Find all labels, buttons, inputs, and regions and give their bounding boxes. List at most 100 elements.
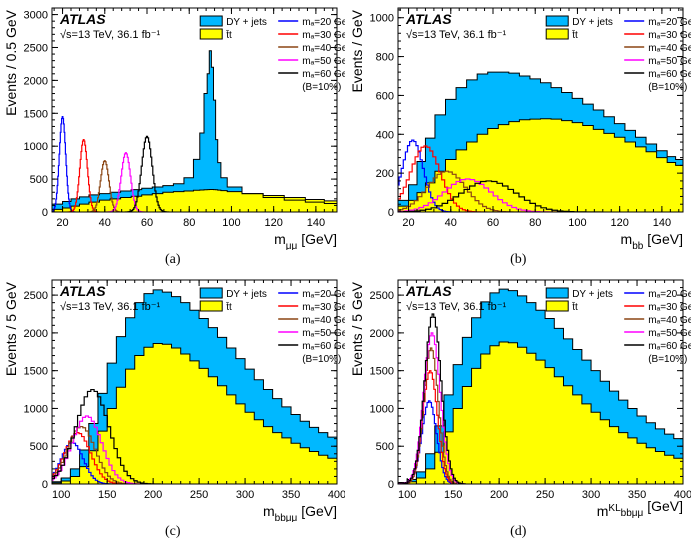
svg-text:mₐ=50 GeV: mₐ=50 GeV xyxy=(648,328,691,339)
svg-text:Events / 5 GeV: Events / 5 GeV xyxy=(349,281,365,376)
svg-text:500: 500 xyxy=(375,441,393,453)
svg-text:800: 800 xyxy=(375,52,393,64)
svg-text:120: 120 xyxy=(264,217,282,229)
svg-text:DY + jets: DY + jets xyxy=(226,17,267,28)
svg-text:2500: 2500 xyxy=(24,290,48,302)
svg-text:60: 60 xyxy=(141,217,153,229)
svg-text:20: 20 xyxy=(56,217,68,229)
svg-text:3000: 3000 xyxy=(24,10,48,22)
svg-text:20: 20 xyxy=(402,217,414,229)
subcap-b: (b) xyxy=(346,252,691,268)
panel-d: 1001502002503003504000500100015002000250… xyxy=(346,272,691,544)
svg-text:(B=10%): (B=10%) xyxy=(648,354,687,365)
svg-text:mₐ=40 GeV: mₐ=40 GeV xyxy=(302,315,345,326)
svg-text:mₐ=40 GeV: mₐ=40 GeV xyxy=(302,43,345,54)
svg-text:√s=13 TeV, 36.1 fb⁻¹: √s=13 TeV, 36.1 fb⁻¹ xyxy=(60,301,161,313)
svg-text:140: 140 xyxy=(652,217,670,229)
plot-b: 2040608010012014002004006008001000mbb [G… xyxy=(346,0,691,250)
subcap-d: (d) xyxy=(346,524,691,540)
svg-text:Events / 0.5 GeV: Events / 0.5 GeV xyxy=(3,9,19,115)
svg-text:t̄t: t̄t xyxy=(225,29,232,41)
svg-text:1500: 1500 xyxy=(24,108,48,120)
svg-text:ATLAS: ATLAS xyxy=(405,11,452,27)
svg-text:mₐ=20 GeV: mₐ=20 GeV xyxy=(302,289,345,300)
svg-text:DY + jets: DY + jets xyxy=(226,289,267,300)
svg-text:ATLAS: ATLAS xyxy=(405,283,452,299)
svg-text:mₐ=60 GeV: mₐ=60 GeV xyxy=(302,69,345,80)
svg-text:Events / GeV: Events / GeV xyxy=(349,9,365,92)
svg-text:t̄t: t̄t xyxy=(571,29,578,41)
svg-text:400: 400 xyxy=(328,489,345,501)
plot-c: 100 150 200 250 300 350 400 0 500 1000 1500 2000 250… xyxy=(0,272,345,522)
svg-text:DY + jets: DY + jets xyxy=(572,289,613,300)
plot-a: 2040608010012014005001000150020002500300… xyxy=(0,0,345,250)
svg-text:100: 100 xyxy=(52,489,70,501)
svg-text:1500: 1500 xyxy=(369,366,393,378)
svg-text:100: 100 xyxy=(398,489,416,501)
panel-a: 2040608010012014005001000150020002500300… xyxy=(0,0,346,272)
svg-text:150: 150 xyxy=(98,489,116,501)
svg-text:2000: 2000 xyxy=(24,328,48,340)
svg-text:300: 300 xyxy=(236,489,254,501)
svg-text:350: 350 xyxy=(282,489,300,501)
svg-text:mbb [GeV]: mbb [GeV] xyxy=(620,231,682,250)
svg-text:120: 120 xyxy=(610,217,628,229)
svg-text:500: 500 xyxy=(30,174,48,186)
svg-text:mₐ=30 GeV: mₐ=30 GeV xyxy=(302,302,345,313)
svg-text:150: 150 xyxy=(443,489,461,501)
svg-text:(B=10%): (B=10%) xyxy=(648,82,687,93)
panel-b: 2040608010012014002004006008001000mbb [G… xyxy=(346,0,691,272)
svg-text:mμμ [GeV]: mμμ [GeV] xyxy=(274,231,337,250)
svg-text:ATLAS: ATLAS xyxy=(59,283,106,299)
svg-text:√s=13 TeV, 36.1 fb⁻¹: √s=13 TeV, 36.1 fb⁻¹ xyxy=(406,301,507,313)
svg-text:80: 80 xyxy=(183,217,195,229)
svg-text:0: 0 xyxy=(387,479,393,491)
svg-text:1000: 1000 xyxy=(369,13,393,25)
svg-text:600: 600 xyxy=(375,90,393,102)
svg-text:DY + jets: DY + jets xyxy=(572,17,613,28)
svg-text:mₐ=50 GeV: mₐ=50 GeV xyxy=(648,56,691,67)
svg-text:mₐ=50 GeV: mₐ=50 GeV xyxy=(302,328,345,339)
subcap-a: (a) xyxy=(0,252,346,268)
svg-text:mₐ=30 GeV: mₐ=30 GeV xyxy=(648,302,691,313)
svg-text:200: 200 xyxy=(144,489,162,501)
svg-text:√s=13 TeV, 36.1 fb⁻¹: √s=13 TeV, 36.1 fb⁻¹ xyxy=(60,29,161,41)
svg-text:2000: 2000 xyxy=(369,328,393,340)
svg-text:200: 200 xyxy=(489,489,507,501)
svg-text:1000: 1000 xyxy=(369,403,393,415)
svg-text:300: 300 xyxy=(581,489,599,501)
svg-text:mₐ=30 GeV: mₐ=30 GeV xyxy=(302,30,345,41)
svg-text:1000: 1000 xyxy=(24,403,48,415)
svg-text:0: 0 xyxy=(42,207,48,219)
svg-text:400: 400 xyxy=(375,129,393,141)
svg-text:Events / 5 GeV: Events / 5 GeV xyxy=(3,281,19,376)
svg-text:√s=13 TeV, 36.1 fb⁻¹: √s=13 TeV, 36.1 fb⁻¹ xyxy=(406,29,507,41)
subcap-c: (c) xyxy=(0,524,346,540)
svg-text:2500: 2500 xyxy=(369,290,393,302)
panel-c: 100 150 200 250 300 350 400 0 500 1000 1500 2000 250… xyxy=(0,272,346,544)
svg-text:mKLbbμμ [GeV]: mKLbbμμ [GeV] xyxy=(596,498,682,519)
svg-text:mₐ=30 GeV: mₐ=30 GeV xyxy=(648,30,691,41)
svg-text:0: 0 xyxy=(387,207,393,219)
svg-text:(B=10%): (B=10%) xyxy=(302,82,341,93)
svg-text:ATLAS: ATLAS xyxy=(59,11,106,27)
plot-grid: 2040608010012014005001000150020002500300… xyxy=(0,0,691,544)
svg-text:40: 40 xyxy=(99,217,111,229)
svg-text:0: 0 xyxy=(42,479,48,491)
svg-text:200: 200 xyxy=(375,168,393,180)
svg-text:mₐ=60 GeV: mₐ=60 GeV xyxy=(648,69,691,80)
svg-text:1500: 1500 xyxy=(24,366,48,378)
svg-text:80: 80 xyxy=(529,217,541,229)
svg-text:(B=10%): (B=10%) xyxy=(302,354,341,365)
svg-text:mₐ=50 GeV: mₐ=50 GeV xyxy=(302,56,345,67)
svg-text:40: 40 xyxy=(444,217,456,229)
svg-text:t̄t: t̄t xyxy=(225,301,232,313)
svg-text:140: 140 xyxy=(307,217,325,229)
plot-d: 1001502002503003504000500100015002000250… xyxy=(346,272,691,522)
svg-text:mₐ=40 GeV: mₐ=40 GeV xyxy=(648,315,691,326)
svg-text:100: 100 xyxy=(222,217,240,229)
svg-text:250: 250 xyxy=(190,489,208,501)
svg-text:mₐ=40 GeV: mₐ=40 GeV xyxy=(648,43,691,54)
svg-text:500: 500 xyxy=(30,441,48,453)
svg-text:mₐ=60 GeV: mₐ=60 GeV xyxy=(302,341,345,352)
